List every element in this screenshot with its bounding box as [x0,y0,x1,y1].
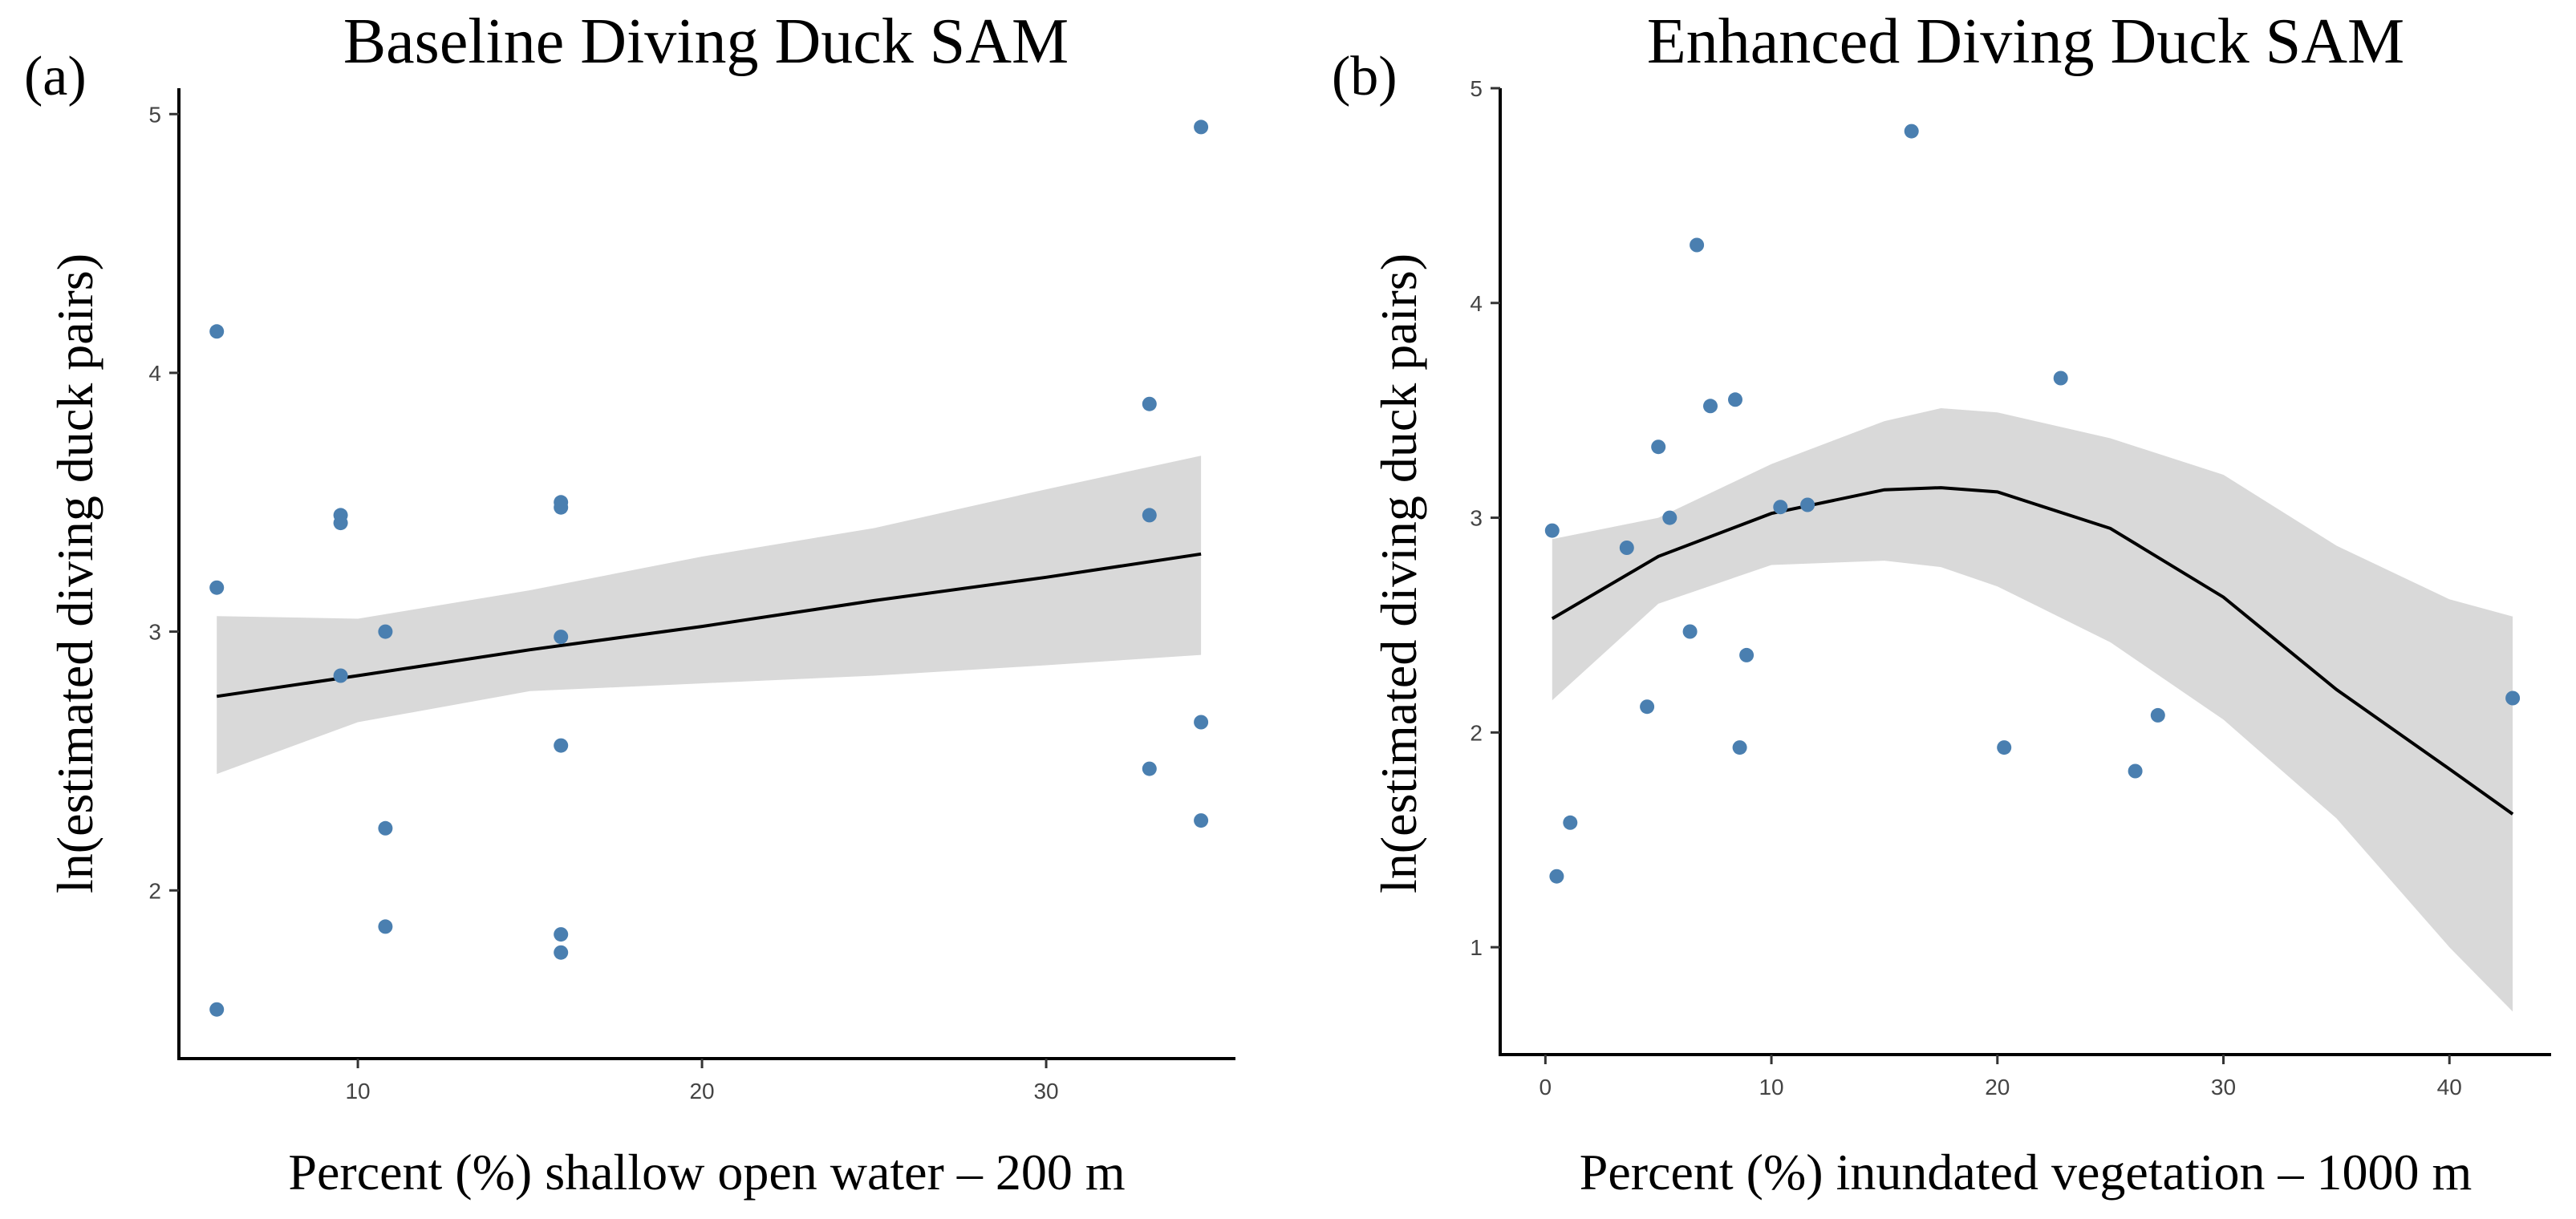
panel-b-y-tick-label: 3 [1470,506,1483,531]
panel-a-label: (a) [24,46,87,107]
panel-b-y-tick-label: 5 [1470,76,1483,101]
panel-b-label: (b) [1332,46,1398,107]
panel-b-point-7 [1662,510,1677,525]
panel-b-point-18 [2053,371,2068,386]
panel-a-point-20 [1194,715,1209,730]
panel-a-point-3 [209,1002,225,1017]
panel-a-fit-curve [216,552,1202,699]
panel-a-point-16 [1142,396,1157,411]
panel-a-x-ticks: 10 20 30 [345,1059,1059,1104]
panel-b-points [1544,124,2521,884]
panel-a-point-9 [378,919,393,934]
panel-b-x-tick-label: 0 [1540,1075,1552,1100]
panel-b-y-axis-title: ln(estimated diving duck pairs) [1370,253,1427,893]
panel-a-point-6 [333,668,348,683]
panel-b-title: Enhanced Diving Duck SAM [1647,6,2404,77]
panel-a-y-tick-label: 2 [148,878,161,903]
panel-b-y-ticks: 1 2 3 4 5 [1470,76,1500,960]
panel-a-y-tick-label: 3 [148,620,161,645]
panel-b-x-tick-label: 30 [2211,1075,2236,1100]
panel-a: (a) Baseline Diving Duck SAM 10 20 30 2 3 4 5… [24,6,1235,1201]
panel-b-band-area [1552,408,2513,1012]
panel-a-x-tick-label: 20 [689,1079,714,1104]
panel-b: (b) Enhanced Diving Duck SAM 0 10 20 30 40 1… [1332,6,2551,1201]
panel-a-x-axis-title: Percent (%) shallow open water – 200 m [288,1144,1125,1201]
panel-a-points [209,119,1209,1017]
panel-a-point-17 [1142,508,1157,523]
panel-b-point-1 [1544,523,1560,538]
panel-b-x-ticks: 0 10 20 30 40 [1540,1055,2462,1100]
panel-b-point-4 [1619,541,1634,555]
panel-b-point-2 [1549,869,1564,884]
panel-a-x-tick-label: 10 [345,1079,370,1104]
panel-b-point-5 [1640,699,1655,715]
panel-b-point-16 [1904,124,1919,139]
panel-b-point-17 [1997,740,2012,755]
panel-b-x-axis-title: Percent (%) inundated vegetation – 1000 … [1580,1144,2473,1201]
panel-b-y-tick-label: 4 [1470,291,1483,316]
panel-b-x-tick-label: 20 [1985,1075,2010,1100]
panel-a-confidence-band [217,456,1202,775]
panel-a-band-area [217,456,1202,775]
panel-b-point-21 [2505,690,2521,706]
panel-a-y-axis-title: ln(estimated diving duck pairs) [47,253,103,893]
panel-b-fit-curve [1551,486,2514,816]
panel-b-point-11 [1728,392,1742,407]
panel-b-point-13 [1739,647,1755,662]
panel-a-fit-line [216,552,1202,699]
panel-a-point-19 [1194,119,1209,135]
panel-b-x-tick-label: 10 [1759,1075,1783,1100]
panel-a-point-18 [1142,761,1157,776]
panel-b-x-tick-label: 40 [2437,1075,2462,1100]
panel-a-point-13 [554,738,569,753]
panel-a-y-tick-label: 5 [148,102,161,127]
panel-a-point-11 [554,500,569,515]
panel-b-point-19 [2128,763,2143,779]
panel-a-point-8 [378,820,393,836]
panel-a-point-15 [554,945,569,960]
panel-a-point-5 [333,516,348,531]
panel-a-point-21 [1194,813,1209,828]
panel-b-point-15 [1800,497,1815,512]
panel-b-y-tick-label: 1 [1470,935,1483,960]
panel-a-point-2 [209,580,225,595]
panel-b-point-14 [1773,500,1788,515]
panel-b-point-8 [1682,624,1698,639]
panel-a-y-ticks: 2 3 4 5 [148,102,179,903]
panel-a-title: Baseline Diving Duck SAM [343,6,1069,77]
panel-a-point-1 [209,324,225,339]
panel-b-point-10 [1703,399,1718,414]
panel-b-y-tick-label: 2 [1470,720,1483,745]
panel-a-point-7 [378,624,393,639]
panel-a-point-14 [554,927,569,942]
panel-b-point-20 [2150,707,2165,723]
panel-b-point-12 [1732,740,1747,755]
panel-a-y-tick-label: 4 [148,361,161,386]
panel-b-fit-line [1551,486,2514,816]
panel-a-point-12 [554,630,569,645]
panel-b-point-6 [1651,439,1666,455]
panel-a-x-tick-label: 30 [1033,1079,1058,1104]
panel-b-point-9 [1690,237,1705,253]
panel-b-point-3 [1563,815,1578,830]
panel-b-confidence-band [1552,408,2513,1012]
